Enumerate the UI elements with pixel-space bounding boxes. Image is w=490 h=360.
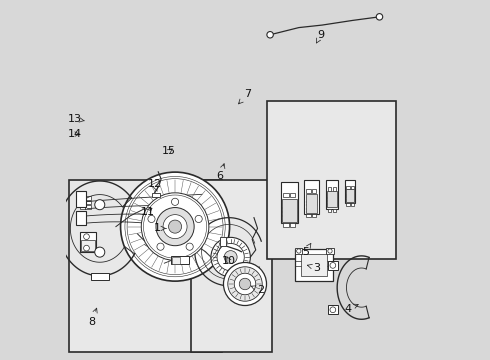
Circle shape: [211, 237, 250, 277]
Bar: [281, 182, 298, 223]
Text: 14: 14: [68, 129, 82, 139]
Bar: [306, 189, 311, 193]
Circle shape: [156, 208, 194, 246]
Bar: [220, 237, 226, 246]
Bar: [344, 180, 355, 203]
Circle shape: [121, 172, 230, 281]
Bar: [295, 248, 302, 253]
Text: 9: 9: [317, 30, 324, 43]
Circle shape: [148, 215, 155, 222]
Circle shape: [328, 249, 332, 253]
Bar: [76, 191, 86, 207]
Circle shape: [84, 234, 89, 239]
Circle shape: [296, 249, 301, 253]
Circle shape: [330, 307, 336, 312]
Bar: [80, 201, 91, 204]
Text: 7: 7: [239, 89, 251, 104]
Bar: [328, 261, 338, 270]
Bar: [300, 254, 327, 276]
Bar: [172, 257, 180, 264]
Bar: [80, 232, 96, 252]
Circle shape: [169, 220, 182, 233]
Bar: [326, 248, 334, 253]
Bar: [191, 180, 272, 352]
Text: 4: 4: [344, 304, 358, 314]
Text: 6: 6: [217, 164, 225, 181]
Circle shape: [157, 243, 164, 250]
Text: 1: 1: [154, 224, 166, 233]
Circle shape: [84, 245, 89, 251]
Circle shape: [195, 215, 202, 222]
Bar: [333, 209, 336, 212]
Bar: [312, 214, 317, 217]
Text: 11: 11: [141, 207, 154, 217]
Circle shape: [224, 251, 237, 264]
Circle shape: [186, 243, 193, 250]
Bar: [351, 186, 354, 189]
Bar: [306, 194, 317, 213]
Bar: [346, 186, 349, 189]
Bar: [80, 197, 91, 200]
Circle shape: [172, 198, 179, 206]
Text: 13: 13: [68, 114, 84, 124]
Bar: [172, 256, 189, 264]
Bar: [291, 193, 295, 198]
Bar: [333, 188, 336, 191]
Bar: [283, 223, 289, 227]
Bar: [304, 180, 319, 214]
Text: 8: 8: [88, 308, 97, 327]
Bar: [69, 180, 221, 352]
Bar: [295, 249, 333, 281]
Circle shape: [217, 243, 245, 271]
Circle shape: [141, 193, 209, 260]
Text: 2: 2: [251, 285, 265, 296]
Bar: [306, 214, 311, 217]
Circle shape: [376, 14, 383, 20]
Circle shape: [223, 262, 267, 306]
Text: 15: 15: [162, 146, 176, 156]
Circle shape: [95, 200, 105, 210]
Circle shape: [330, 262, 336, 268]
Bar: [327, 192, 337, 207]
Circle shape: [239, 278, 251, 290]
Circle shape: [228, 267, 262, 301]
Bar: [152, 193, 160, 197]
Text: 5: 5: [302, 243, 311, 257]
Bar: [291, 223, 295, 227]
Bar: [346, 203, 349, 206]
Bar: [80, 205, 91, 209]
Bar: [267, 101, 395, 259]
Text: 10: 10: [222, 256, 236, 266]
Bar: [328, 188, 331, 191]
Bar: [326, 180, 338, 209]
Bar: [328, 305, 338, 314]
Bar: [346, 189, 354, 202]
Circle shape: [95, 247, 105, 257]
Circle shape: [267, 32, 273, 38]
Bar: [328, 209, 331, 212]
Bar: [81, 240, 96, 251]
Bar: [351, 203, 354, 206]
Bar: [76, 211, 86, 225]
Circle shape: [163, 215, 187, 239]
Circle shape: [234, 273, 256, 295]
Text: 12: 12: [147, 179, 162, 192]
Text: 3: 3: [307, 263, 320, 273]
Bar: [283, 193, 289, 198]
Bar: [91, 274, 109, 280]
Bar: [282, 199, 296, 222]
Bar: [312, 189, 317, 193]
